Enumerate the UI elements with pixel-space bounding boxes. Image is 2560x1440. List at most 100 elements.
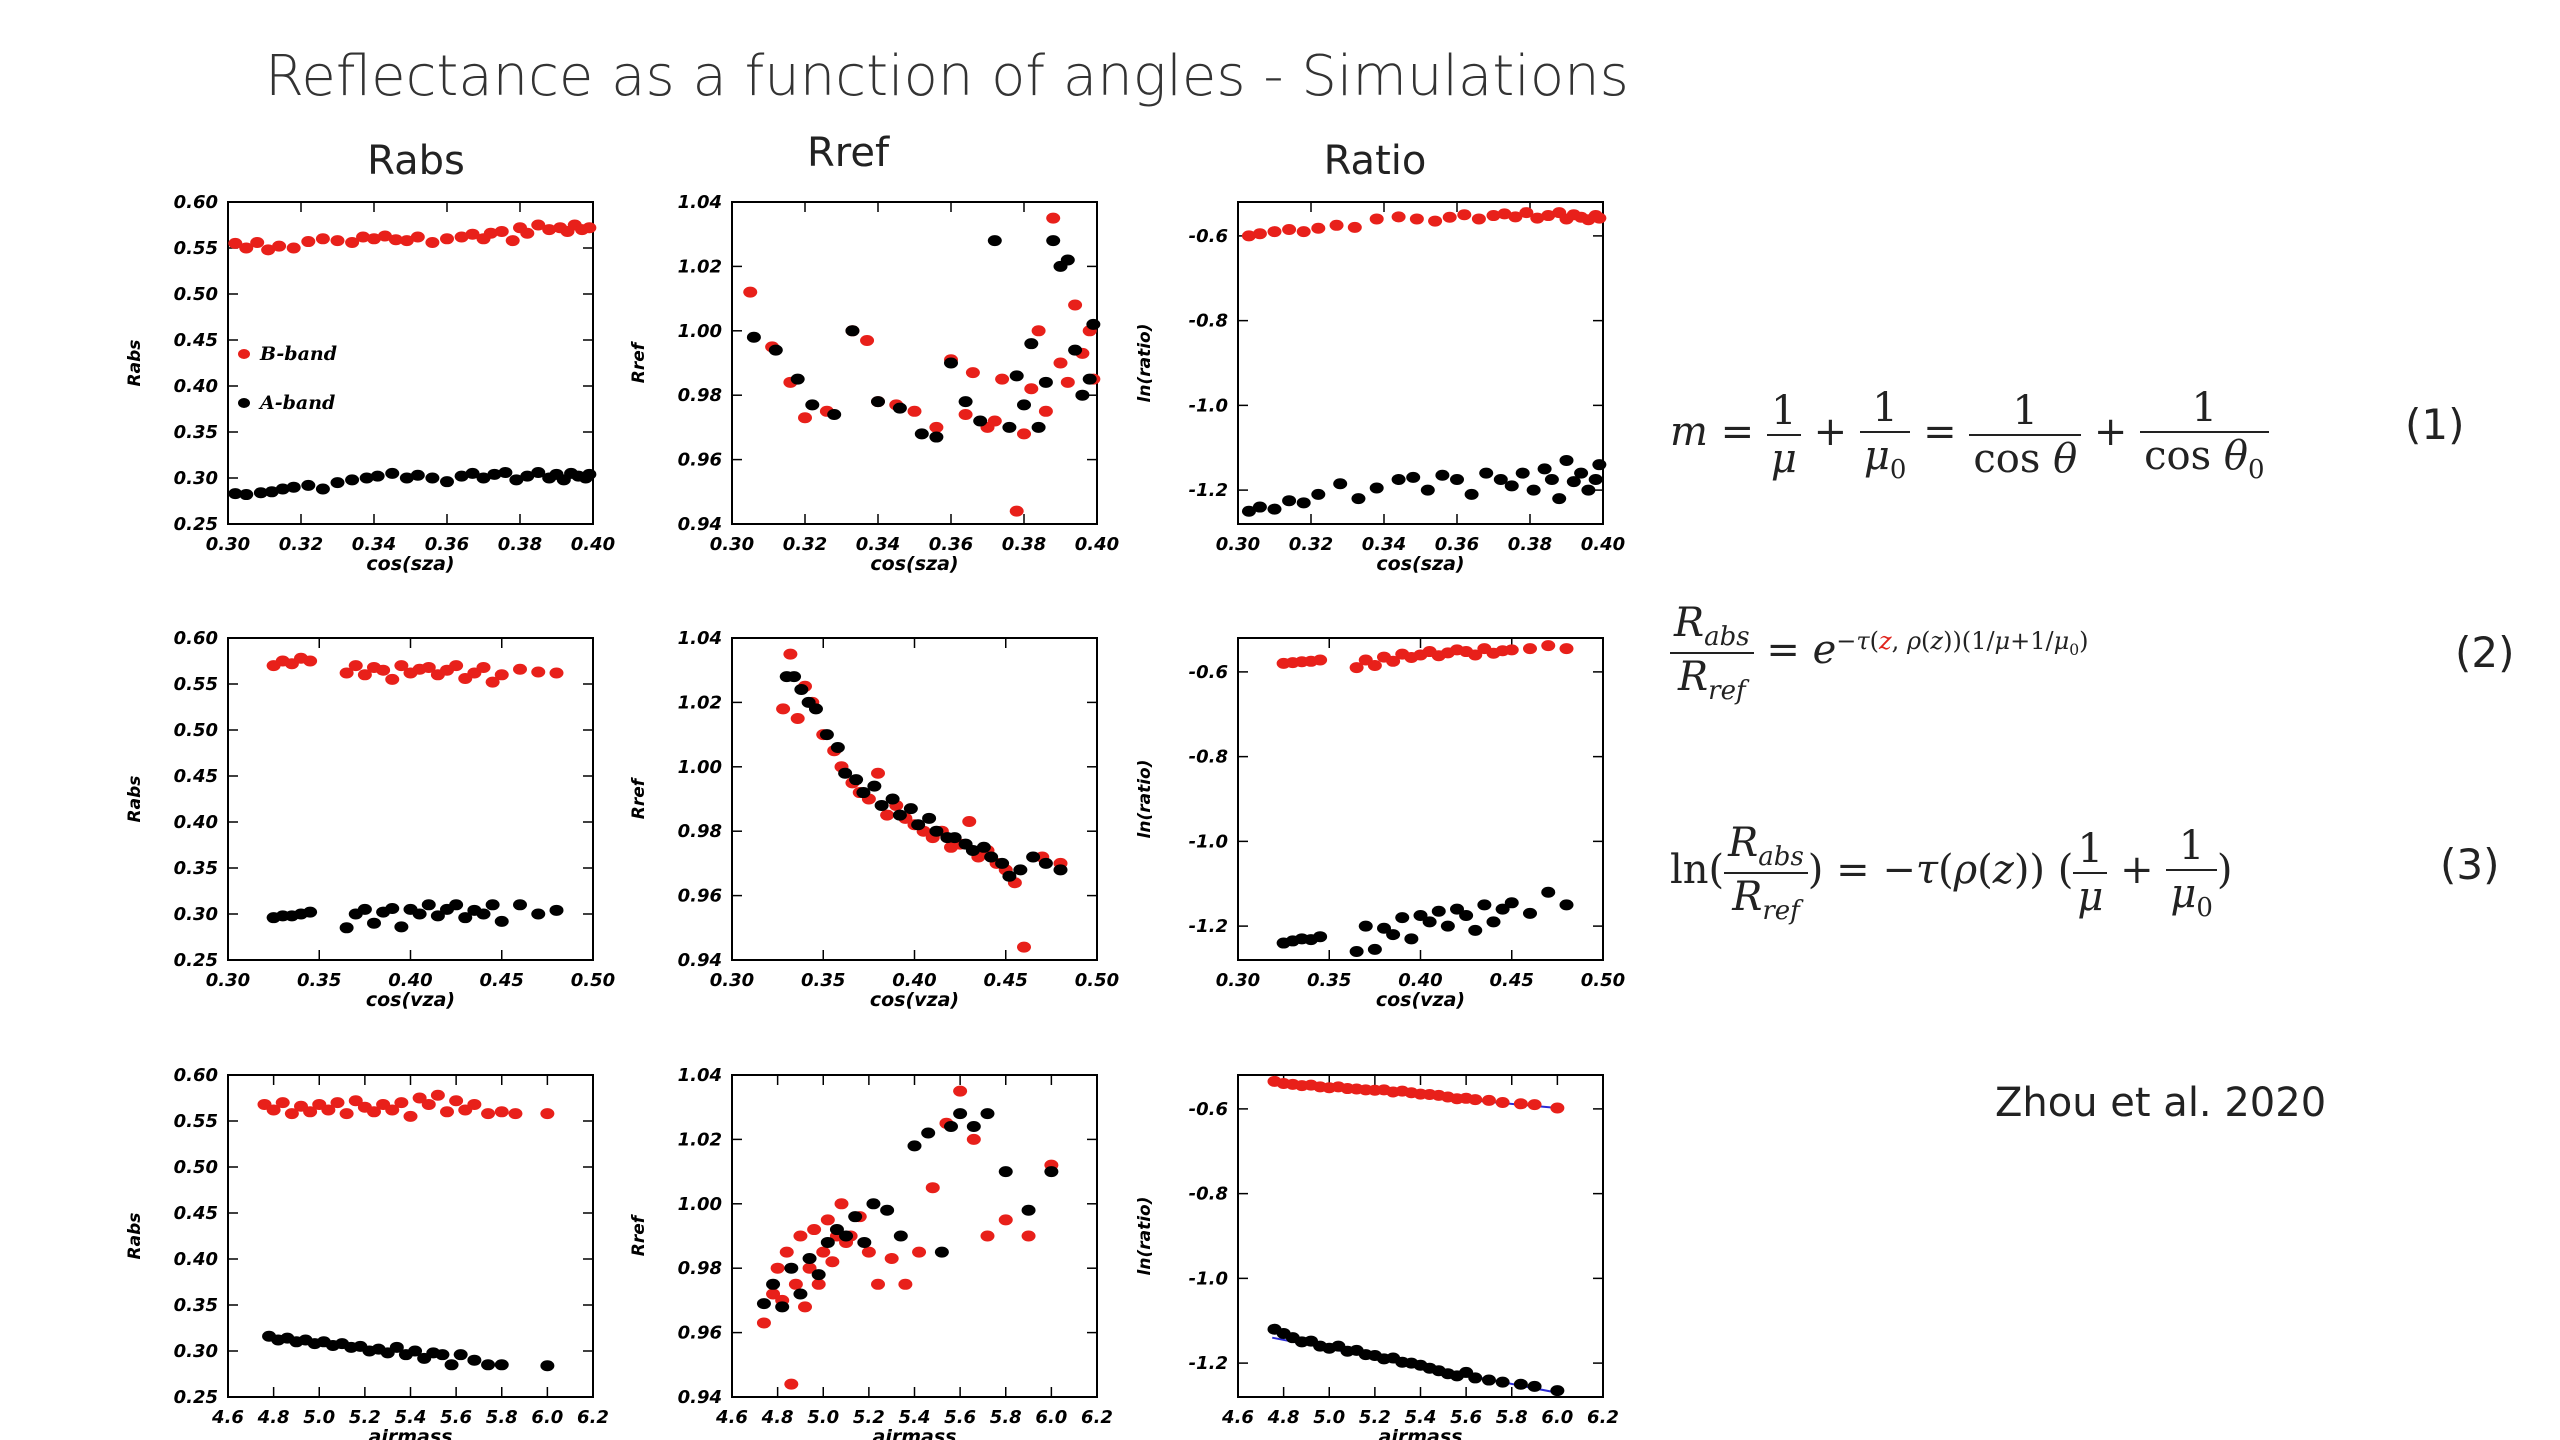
y-tick-label: 1.04 <box>678 192 722 213</box>
b-band-point <box>1046 212 1061 224</box>
b-band-point <box>385 1104 400 1116</box>
x-tick-label: 0.34 <box>856 534 900 555</box>
a-band-point <box>1537 463 1552 475</box>
b-band-point <box>1282 224 1297 236</box>
a-band-point <box>998 1166 1013 1178</box>
scatter-plot-0-0: 0.30 0.32 0.34 0.36 0.38 0.400.250.300.350.40… <box>125 192 615 575</box>
x-tick-label: 0.40 <box>571 534 615 555</box>
a-band-point <box>412 908 427 920</box>
b-band-point <box>481 1108 496 1120</box>
a-band-point <box>947 832 962 844</box>
a-band-point <box>330 477 345 489</box>
a-band-point <box>1333 478 1348 490</box>
a-band-point <box>1367 943 1382 955</box>
a-band-point <box>1559 899 1574 911</box>
x-tick-label: 0.40 <box>1398 970 1442 991</box>
a-band-point <box>1038 376 1053 388</box>
b-band-point <box>907 405 922 417</box>
a-band-point <box>1574 467 1589 479</box>
a-band-point <box>1552 493 1567 505</box>
a-band-point <box>485 899 500 911</box>
a-band-point <box>458 912 473 924</box>
a-band-point <box>275 483 290 495</box>
b-band-point <box>1367 660 1382 672</box>
a-band-point <box>794 684 809 696</box>
a-band-point <box>973 415 988 427</box>
x-tick-label: 0.45 <box>480 970 524 991</box>
a-band-point <box>1031 421 1046 433</box>
a-band-point <box>966 1121 981 1133</box>
a-band-point <box>790 373 805 385</box>
scatter-plot-1-0: 0.30 0.35 0.40 0.45 0.500.250.300.350.400.45… <box>125 628 615 1011</box>
equation-1-number: (1) <box>2405 400 2465 449</box>
y-axis-label: ln(ratio) <box>1135 760 1155 839</box>
b-band-point <box>549 667 564 679</box>
a-band-point <box>1082 373 1097 385</box>
b-band-point <box>980 1230 995 1242</box>
a-band-point <box>476 472 491 484</box>
y-tick-label: -0.6 <box>1189 662 1228 683</box>
a-band-point <box>444 1359 459 1371</box>
a-band-point <box>1267 503 1282 515</box>
a-band-point <box>1479 467 1494 479</box>
x-tick-label: 0.50 <box>571 970 615 991</box>
a-band-point <box>1559 454 1574 466</box>
x-tick-label: 5.8 <box>990 1407 1022 1428</box>
x-tick-label: 5.2 <box>349 1407 381 1428</box>
a-band-point <box>531 466 546 478</box>
a-band-point <box>1541 886 1556 898</box>
b-band-point <box>410 231 425 243</box>
y-axis-label: Rref <box>629 340 649 383</box>
a-band-point <box>339 922 354 934</box>
y-tick-label: 0.55 <box>174 1111 218 1132</box>
a-band-point <box>385 467 400 479</box>
a-band-point <box>874 799 889 811</box>
a-band-point <box>849 774 864 786</box>
b-band-point <box>330 235 345 247</box>
b-band-point <box>884 1253 899 1265</box>
a-band-point <box>303 906 318 918</box>
x-tick-label: 6.2 <box>577 1407 609 1428</box>
y-tick-label: -1.0 <box>1189 831 1228 852</box>
a-band-point <box>494 1359 509 1371</box>
x-tick-label: 5.8 <box>1496 1407 1528 1428</box>
b-band-point <box>798 1301 812 1313</box>
b-band-point <box>494 225 509 237</box>
x-tick-label: 0.38 <box>498 534 542 555</box>
y-tick-label: 0.35 <box>174 858 218 879</box>
y-tick-label: 0.35 <box>174 422 218 443</box>
a-band-point <box>830 741 845 753</box>
b-band-point <box>440 1106 454 1118</box>
x-tick-label: 0.30 <box>206 534 250 555</box>
b-band-point <box>266 1104 281 1116</box>
x-tick-label: 0.32 <box>783 534 827 555</box>
a-band-point <box>1422 916 1437 928</box>
x-axis-label: airmass <box>873 1426 957 1440</box>
y-axis-label: Rabs <box>125 776 145 823</box>
b-band-point <box>929 421 944 433</box>
a-band-point <box>922 812 937 824</box>
a-band-point <box>239 489 254 501</box>
a-band-point <box>1369 482 1384 494</box>
b-band-point <box>1523 643 1537 655</box>
y-tick-label: 0.25 <box>174 514 218 535</box>
y-tick-label: 1.04 <box>678 1065 722 1086</box>
a-band-point <box>425 472 440 484</box>
b-band-point <box>1024 383 1039 395</box>
column-header-rabs: Rabs <box>367 138 465 184</box>
column-header-ratio: Ratio <box>1323 138 1427 184</box>
x-tick-label: 0.36 <box>425 534 469 555</box>
b-band-point <box>1017 941 1031 953</box>
x-tick-label: 5.0 <box>807 1407 839 1428</box>
a-band-point <box>1252 501 1267 513</box>
y-axis-label: Rabs <box>125 1213 145 1260</box>
b-band-point <box>421 661 436 673</box>
y-tick-label: 0.60 <box>174 628 218 649</box>
a-band-point <box>775 1301 790 1313</box>
a-band-point <box>1021 1204 1036 1216</box>
y-tick-label: 0.96 <box>678 1323 722 1344</box>
a-band-point <box>984 851 999 863</box>
x-tick-label: 0.30 <box>710 534 754 555</box>
b-band-point <box>1267 226 1282 238</box>
a-band-point <box>264 486 279 498</box>
